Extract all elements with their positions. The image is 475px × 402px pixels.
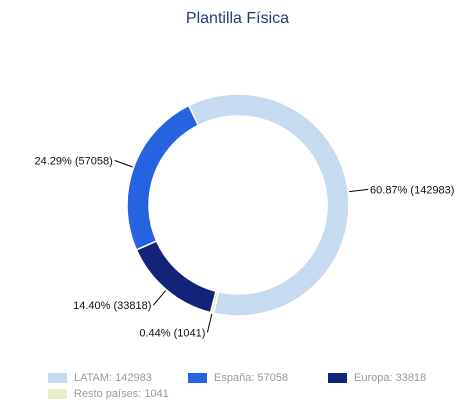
legend-item-espana[interactable]: España: 57058 <box>188 372 328 384</box>
data-label-espana: 24.29% (57058) <box>34 156 112 168</box>
legend-label-latam: LATAM: 142983 <box>74 372 152 384</box>
legend-item-europa[interactable]: Europa: 33818 <box>328 372 468 384</box>
donut-slice-espana[interactable] <box>126 104 200 251</box>
legend-item-resto-paises[interactable]: Resto países: 1041 <box>48 388 204 400</box>
chart-title: Plantilla Física <box>185 10 290 27</box>
legend-swatch-resto-paises <box>48 389 67 399</box>
leader-line-espana <box>114 160 133 168</box>
data-label-resto-paises: 0.44% (1041) <box>139 327 205 339</box>
legend-item-latam[interactable]: LATAM: 142983 <box>48 372 188 384</box>
leader-line-latam <box>349 188 369 193</box>
data-label-europa: 14.40% (33818) <box>73 300 151 312</box>
legend-label-resto-paises: Resto países: 1041 <box>74 388 169 400</box>
legend-label-europa: Europa: 33818 <box>354 372 427 384</box>
legend-swatch-latam <box>48 373 67 383</box>
donut-chart: 60.87% (142983) 24.29% (57058) 14.40% (338… <box>34 93 454 339</box>
legend: LATAM: 142983 España: 57058 Europa: 3381… <box>48 370 468 402</box>
donut-slice-latam[interactable] <box>187 93 350 317</box>
leader-line-europa <box>153 290 167 306</box>
legend-row: Resto países: 1041 <box>48 386 468 402</box>
leader-line-resto-paises <box>206 313 213 333</box>
legend-label-espana: España: 57058 <box>214 372 289 384</box>
legend-swatch-espana <box>188 373 207 383</box>
legend-swatch-europa <box>328 373 347 383</box>
data-label-latam: 60.87% (142983) <box>370 184 454 196</box>
donut-slice-resto-paises[interactable] <box>209 290 220 315</box>
legend-row: LATAM: 142983 España: 57058 Europa: 3381… <box>48 370 468 386</box>
